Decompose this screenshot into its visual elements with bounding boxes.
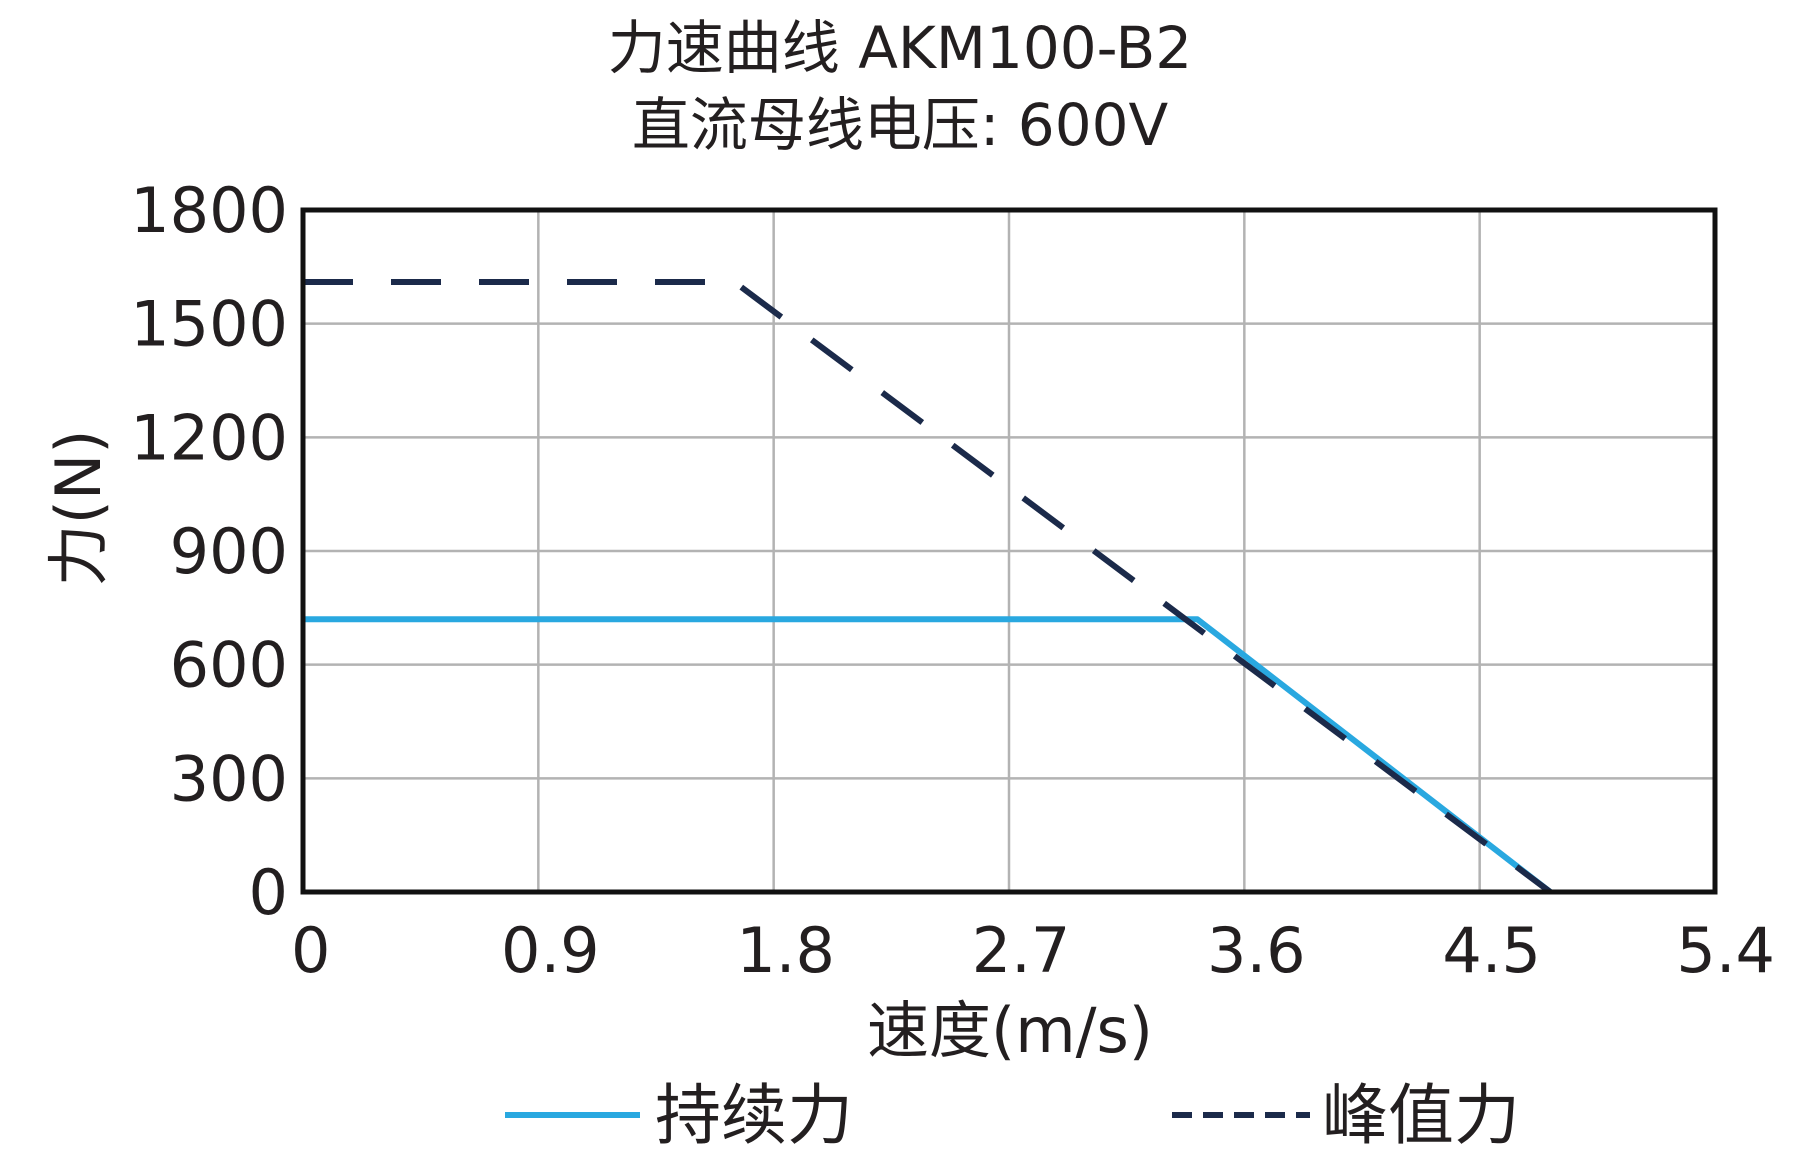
chart-subtitle: 直流母线电压: 600V [632,91,1169,159]
y-tick-labels: 0 300 600 900 1200 1500 1800 [130,174,288,929]
x-tick-label-0: 0 [291,914,330,987]
chart-title: 力速曲线 AKM100-B2 [608,14,1192,82]
grid-lines [301,208,1717,894]
y-tick-label-4: 1200 [130,401,288,474]
x-tick-label-1: 0.9 [501,914,600,987]
x-tick-label-5: 4.5 [1442,914,1541,987]
y-tick-label-6: 1800 [130,174,288,247]
x-tick-labels: 0 0.9 1.8 2.7 3.6 4.5 5.4 [291,914,1775,987]
y-tick-label-3: 900 [170,515,288,588]
y-tick-label-1: 300 [170,742,288,815]
x-tick-label-3: 2.7 [972,914,1071,987]
legend: 持续力 峰值力 [505,1077,1520,1152]
series-line-peak [303,279,1553,895]
x-tick-label-4: 3.6 [1207,914,1306,987]
y-tick-label-5: 1500 [130,288,288,361]
x-axis-label: 速度(m/s) [867,994,1153,1067]
x-tick-label-2: 1.8 [736,914,835,987]
plot-frame [300,207,1718,895]
legend-label-continuous: 持续力 [655,1077,853,1152]
series-line-continuous [303,616,1553,895]
y-tick-label-0: 0 [249,856,288,929]
x-tick-label-6: 5.4 [1676,914,1775,987]
y-axis-label: 力(N) [42,430,115,587]
legend-label-peak: 峰值力 [1322,1077,1520,1152]
series-lines [303,279,1553,895]
y-tick-label-2: 600 [170,629,288,702]
